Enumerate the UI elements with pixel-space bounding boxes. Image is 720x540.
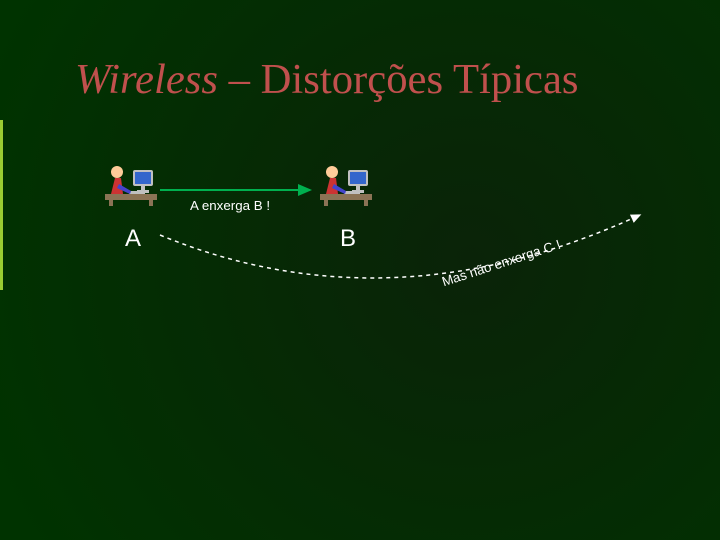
caption-not-c: Mas não enxerga C ! (440, 237, 562, 290)
slide-title: Wireless – Distorções Típicas (75, 55, 579, 104)
slide: Wireless – Distorções Típicas A B A enxe… (0, 0, 720, 540)
arrow-b-to-c-dashed (160, 215, 640, 278)
node-label-b: B (340, 225, 356, 253)
person-at-desk-icon (320, 166, 372, 206)
person-at-desk-icon (105, 166, 157, 206)
caption-a-sees-b: A enxerga B ! (190, 198, 270, 213)
node-label-a: A (125, 225, 141, 253)
